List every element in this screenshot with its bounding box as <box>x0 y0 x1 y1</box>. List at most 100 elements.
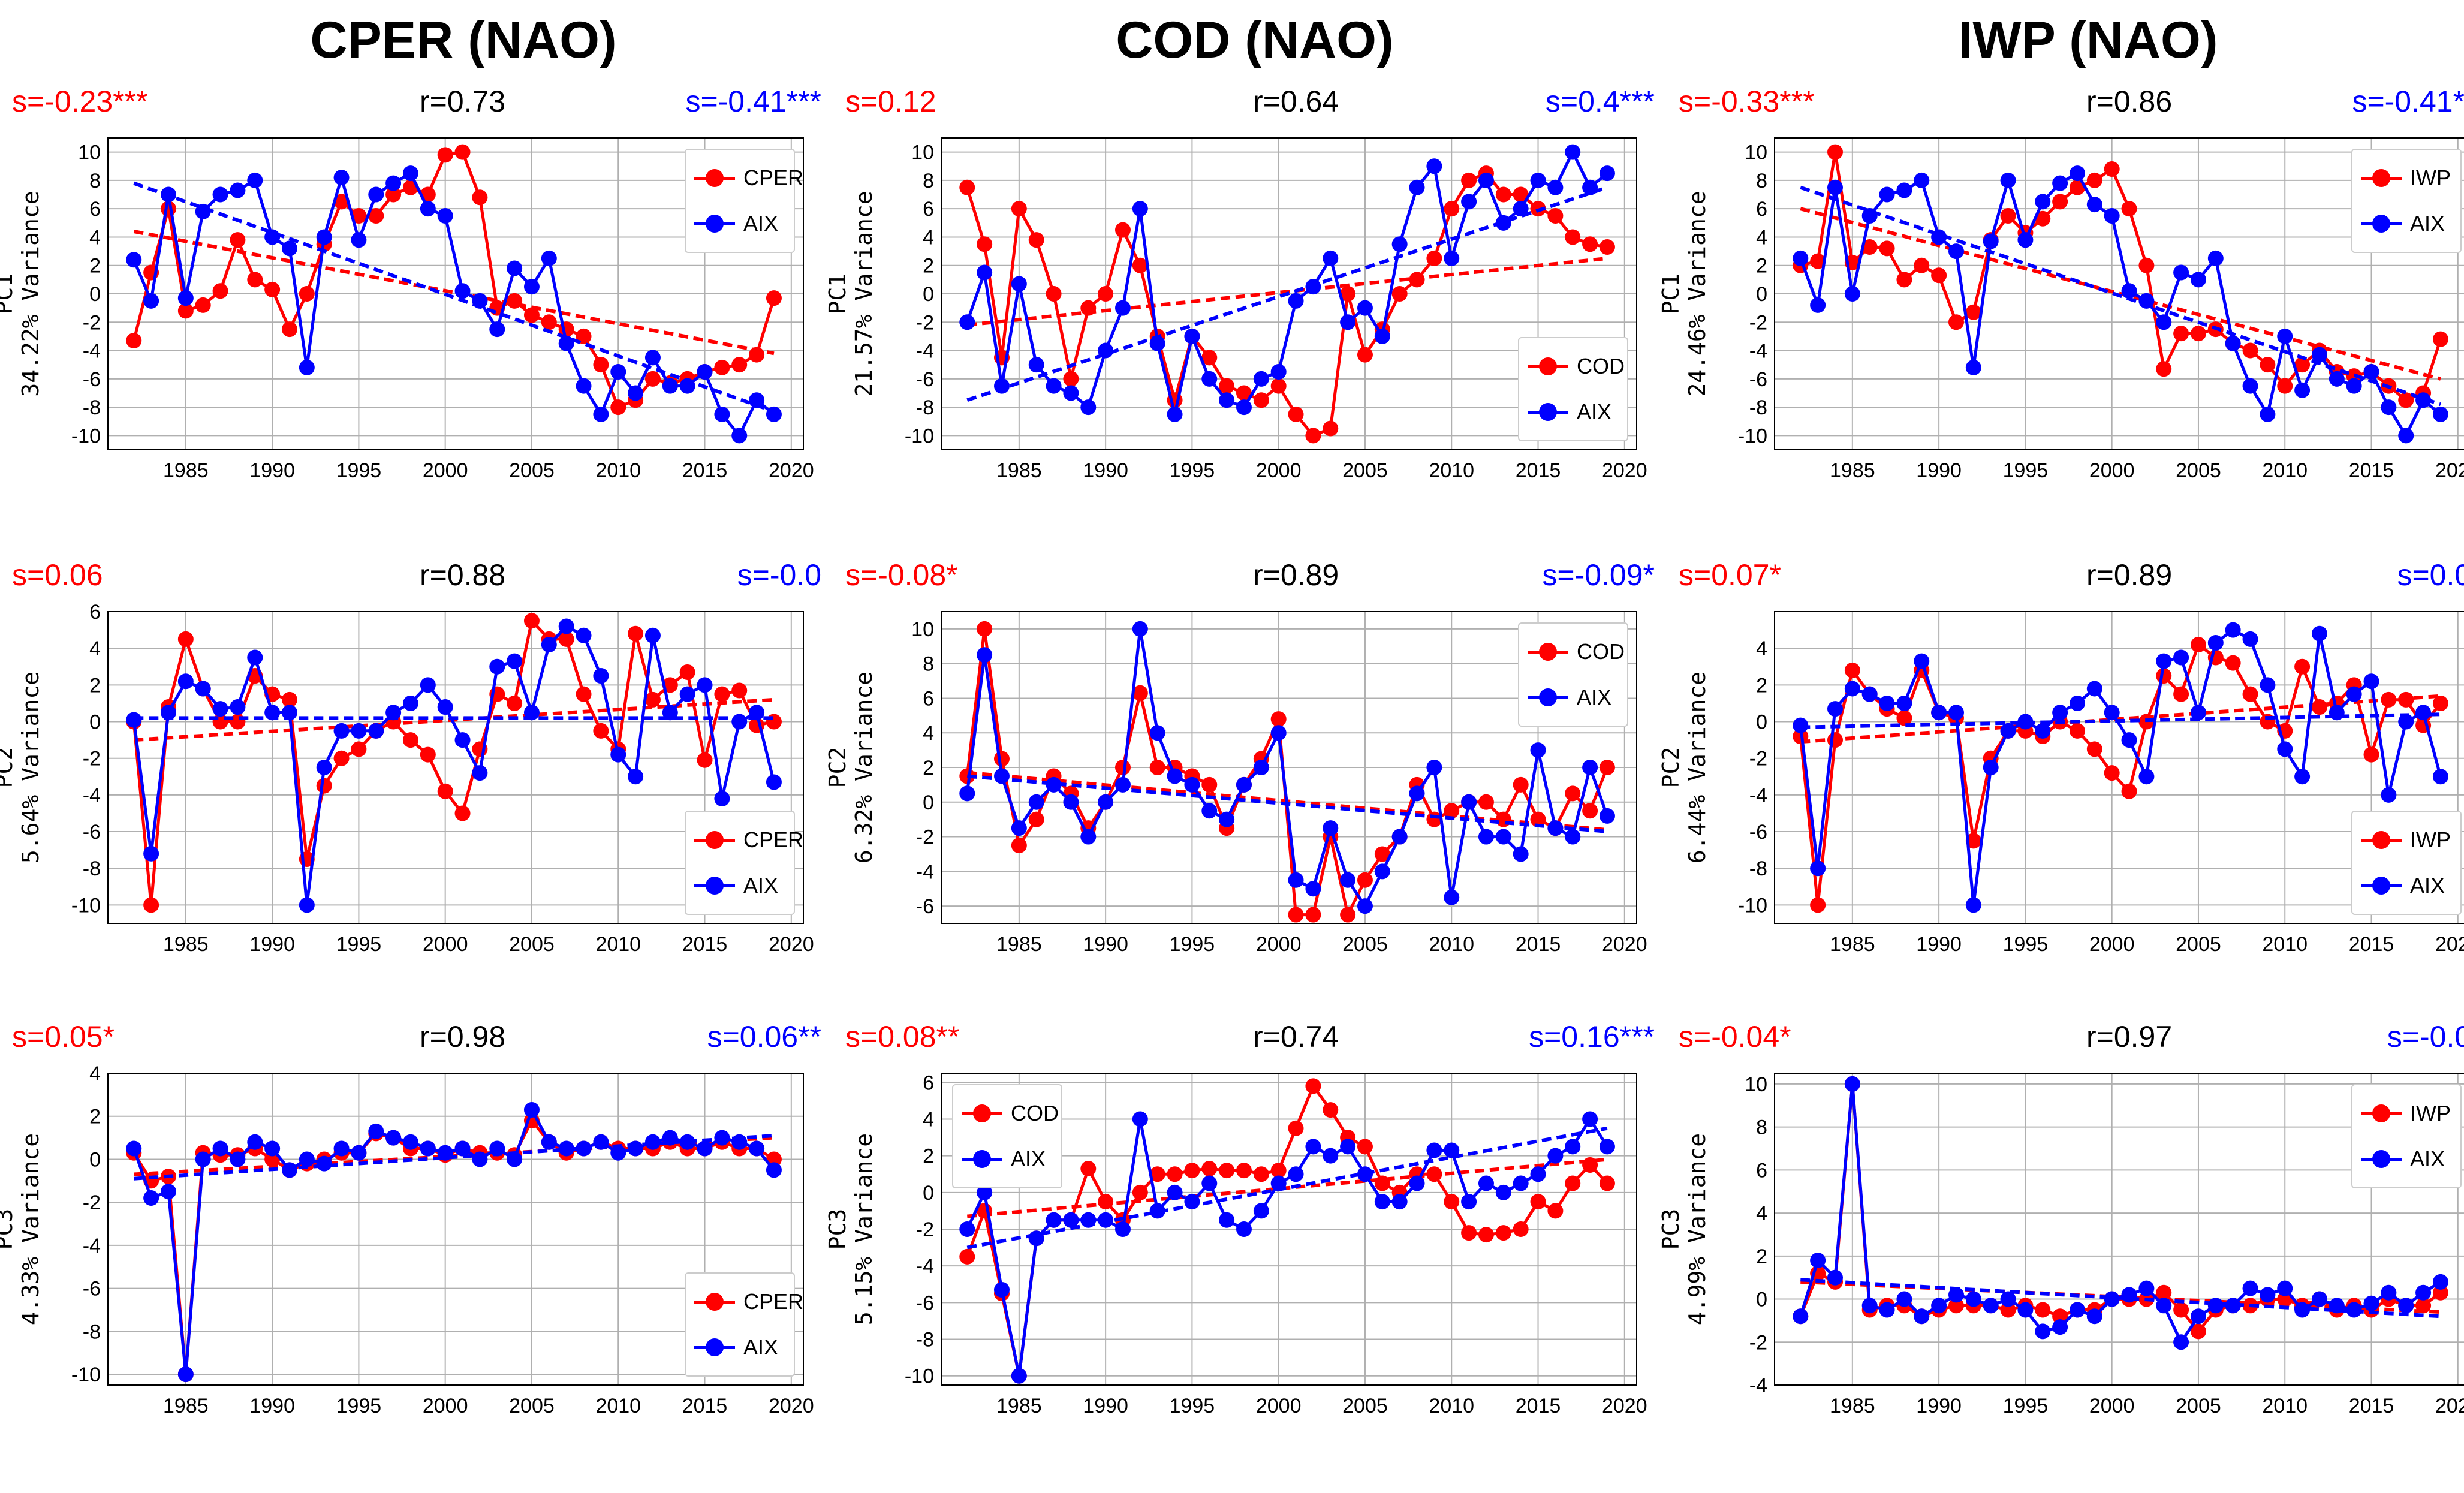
data-point-aix <box>1861 1298 1878 1314</box>
legend-entry-iwp: IWP <box>2352 1092 2460 1134</box>
data-point-cod <box>1201 350 1218 366</box>
data-point-aix <box>2432 406 2448 422</box>
chart-iwp-pc3: s=-0.04*r=0.97s=-0.04PC34.99% Variance19… <box>1658 1019 2464 1493</box>
data-point-iwp <box>2173 1302 2189 1318</box>
data-point-aix <box>1236 776 1252 793</box>
data-point-cod <box>993 751 1010 767</box>
data-point-aix <box>610 364 626 380</box>
data-point-cod <box>977 236 993 252</box>
stat-slope-red: s=-0.33*** <box>1679 85 1815 118</box>
data-point-cper <box>402 732 418 748</box>
data-point-cper <box>523 307 540 323</box>
data-point-aix <box>1201 803 1218 819</box>
data-point-aix <box>507 653 523 669</box>
y-tick-label: -6 <box>916 368 934 391</box>
y-tick-label: 8 <box>1756 1116 1767 1139</box>
y-tick-label: -6 <box>83 1278 101 1301</box>
x-tick-label: 2015 <box>682 933 728 956</box>
data-point-cod <box>1323 1102 1339 1118</box>
x-tick-label: 2020 <box>2435 459 2464 482</box>
data-point-cod <box>1357 1139 1373 1155</box>
y-tick-label: -4 <box>1749 340 1767 363</box>
data-point-aix <box>212 701 228 717</box>
plot-svg: 19851990199520002005201020152020-10-8-6-… <box>1738 611 2464 956</box>
y-tick-label: 0 <box>1756 283 1767 306</box>
x-tick-label: 1995 <box>1170 459 1215 482</box>
y-tick-label: -4 <box>916 1255 934 1278</box>
x-tick-label: 2005 <box>509 1395 555 1417</box>
data-point-cper <box>177 303 194 319</box>
plot-frame <box>941 1073 1637 1386</box>
y-tick-label: -8 <box>916 396 934 419</box>
y-tick-label: 4 <box>89 226 101 249</box>
y-tick-label: 6 <box>923 1071 934 1094</box>
data-point-cod <box>1098 1194 1114 1210</box>
data-point-cod <box>1236 385 1252 401</box>
data-point-aix <box>1844 681 1860 697</box>
y-tick-label: 2 <box>923 255 934 278</box>
data-point-aix <box>1046 378 1062 394</box>
series-line-aix <box>132 171 775 439</box>
data-point-aix <box>316 229 332 245</box>
x-tick-label: 2015 <box>2349 1395 2394 1417</box>
x-tick-label: 1985 <box>996 1395 1042 1417</box>
data-point-iwp <box>2398 392 2414 408</box>
data-point-aix <box>993 768 1010 784</box>
x-tick-label: 2015 <box>682 1395 728 1417</box>
data-point-aix <box>2035 194 2051 210</box>
data-point-aix <box>385 1130 402 1146</box>
data-point-aix <box>1236 1221 1252 1237</box>
data-point-iwp <box>1861 239 1878 255</box>
data-point-cper <box>454 805 471 821</box>
data-point-aix <box>1896 182 1912 198</box>
legend-entry-aix: AIX <box>2352 1138 2460 1180</box>
y-tick-label: 2 <box>923 1145 934 1168</box>
data-point-aix <box>230 182 246 198</box>
data-point-aix <box>1270 725 1287 741</box>
data-point-aix <box>731 428 748 444</box>
data-point-aix <box>420 1140 436 1157</box>
y-tick-label: -10 <box>71 894 101 917</box>
data-point-cper <box>351 208 367 224</box>
y-tick-label: 10 <box>1745 142 1767 164</box>
x-tick-label: 1995 <box>336 459 382 482</box>
y-tick-label: -10 <box>1738 894 1767 917</box>
data-point-aix <box>1931 1298 1947 1314</box>
data-point-aix <box>1914 172 1930 188</box>
data-point-cod <box>1080 1161 1097 1177</box>
x-tick-label: 1990 <box>249 933 295 956</box>
plot-svg: 1985 1990 1995 2000 2005 2010 2015 2020 -6 -4 -2 0 2… <box>911 611 1647 956</box>
data-point-aix <box>247 649 263 666</box>
data-point-cper <box>679 664 695 680</box>
data-point-aix <box>697 677 713 693</box>
data-point-cod <box>1599 760 1615 775</box>
data-point-aix <box>402 1134 418 1150</box>
data-point-cod <box>1028 811 1044 827</box>
y-tick-label: 4 <box>923 722 934 745</box>
stat-slope-blue: s=0.16*** <box>1529 1020 1655 1053</box>
y-tick-label: 8 <box>1756 170 1767 192</box>
legend-swatch-marker <box>2372 169 2390 187</box>
data-point-aix <box>2294 769 2311 785</box>
data-point-aix <box>541 250 557 266</box>
data-point-iwp <box>2104 161 2120 177</box>
data-point-iwp <box>2242 686 2258 702</box>
data-point-cper <box>507 695 523 711</box>
data-point-aix <box>644 627 661 643</box>
trend-line-aix <box>1800 712 2441 729</box>
data-point-cod <box>1513 1221 1529 1237</box>
x-tick-label: 2010 <box>2262 933 2308 956</box>
data-point-aix <box>160 1184 176 1200</box>
legend-label: AIX <box>1577 399 1612 424</box>
y-tick-label: 10 <box>911 142 934 164</box>
data-point-aix <box>1046 776 1062 793</box>
data-point-aix <box>2432 769 2448 785</box>
data-point-aix <box>1983 233 1999 249</box>
data-point-aix <box>1914 1308 1930 1325</box>
stat-slope-red: s=-0.08* <box>845 558 958 592</box>
data-point-aix <box>212 186 228 203</box>
x-tick-label: 1985 <box>1830 459 1875 482</box>
